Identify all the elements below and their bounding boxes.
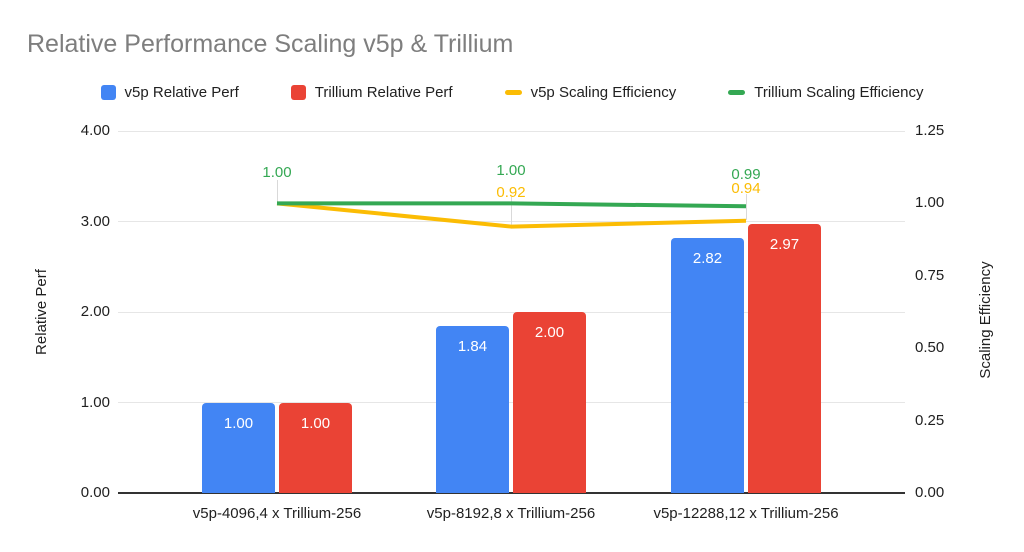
legend-item-label: Trillium Relative Perf [314,83,453,101]
dropline-2 [511,197,512,226]
left-axis-title: Relative Perf [33,269,50,355]
line-value-label: 0.94 [731,179,761,197]
line-value-label: 1.00 [496,162,526,179]
bar-value-label: 1.00 [300,414,331,432]
legend-item-v5p-relative-perf: v5p Relative Perf [100,83,239,101]
dropline-1 [277,180,278,203]
category-label-2: v5p-8192,8 x Trillium-256 [426,505,596,522]
legend-item-v5p-scaling-efficiency: v5p Scaling Efficiency [504,83,677,101]
right-tick-0.75: 0.75 [915,266,945,284]
legend-item-trillium-relative-perf: Trillium Relative Perf [290,83,453,101]
x-axis-line [118,491,905,494]
bar-v5p-relative-perf-3 [671,237,744,493]
bar-trillium-relative-perf-3 [748,224,821,493]
category-label-3: v5p-12288,12 x Trillium-256 [653,505,839,522]
line-value-label: 0.92 [496,183,526,201]
bar-v5p-relative-perf-2 [436,326,509,493]
legend-square-icon [290,84,306,100]
legend-square-icon [100,84,116,100]
bar-trillium-relative-perf-2 [513,312,586,493]
bar-trillium-relative-perf-1 [279,402,352,493]
left-tick-1.00: 1.00 [80,393,110,411]
bar-value-label: 2.82 [692,249,723,267]
legend-item-trillium-scaling-efficiency: Trillium Scaling Efficiency [728,84,923,101]
right-tick-0.00: 0.00 [915,484,945,501]
bar-value-label: 2.00 [534,324,565,341]
bar-value-label: 1.00 [223,414,254,432]
legend-item-label: v5p Scaling Efficiency [530,83,677,101]
bar-value-label: 2.97 [769,236,800,254]
right-tick-0.25: 0.25 [915,411,945,429]
category-label-1: v5p-4096,4 x Trillium-256 [192,505,362,522]
legend-item-label: Trillium Scaling Efficiency [754,83,924,101]
gridline-2.00 [118,311,905,313]
line-value-label: 0.99 [731,166,761,183]
right-axis-title: Scaling Efficiency [977,261,994,379]
right-tick-0.50: 0.50 [915,339,945,357]
legend-dash-icon [504,89,522,95]
chart-title: Relative Performance Scaling v5p & Trill… [27,30,514,58]
legend-dash-icon [728,89,746,95]
bar-value-label: 1.84 [457,338,488,356]
legend: v5p Relative Perf Trillium Relative Perf v… [0,82,1024,102]
left-tick-3.00: 3.00 [80,212,110,230]
left-tick-2.00: 2.00 [80,303,110,320]
right-tick-1.00: 1.00 [915,194,945,212]
legend-item-label: v5p Relative Perf [124,83,239,101]
right-tick-1.25: 1.25 [915,122,945,139]
line-value-label: 1.00 [262,164,292,181]
bar-v5p-relative-perf-1 [202,402,275,493]
dropline-3 [746,194,747,220]
left-tick-0.00: 0.00 [80,484,110,501]
gridline-1.00 [118,402,905,403]
left-tick-4.00: 4.00 [80,122,110,139]
gridline-4.00 [118,130,905,132]
